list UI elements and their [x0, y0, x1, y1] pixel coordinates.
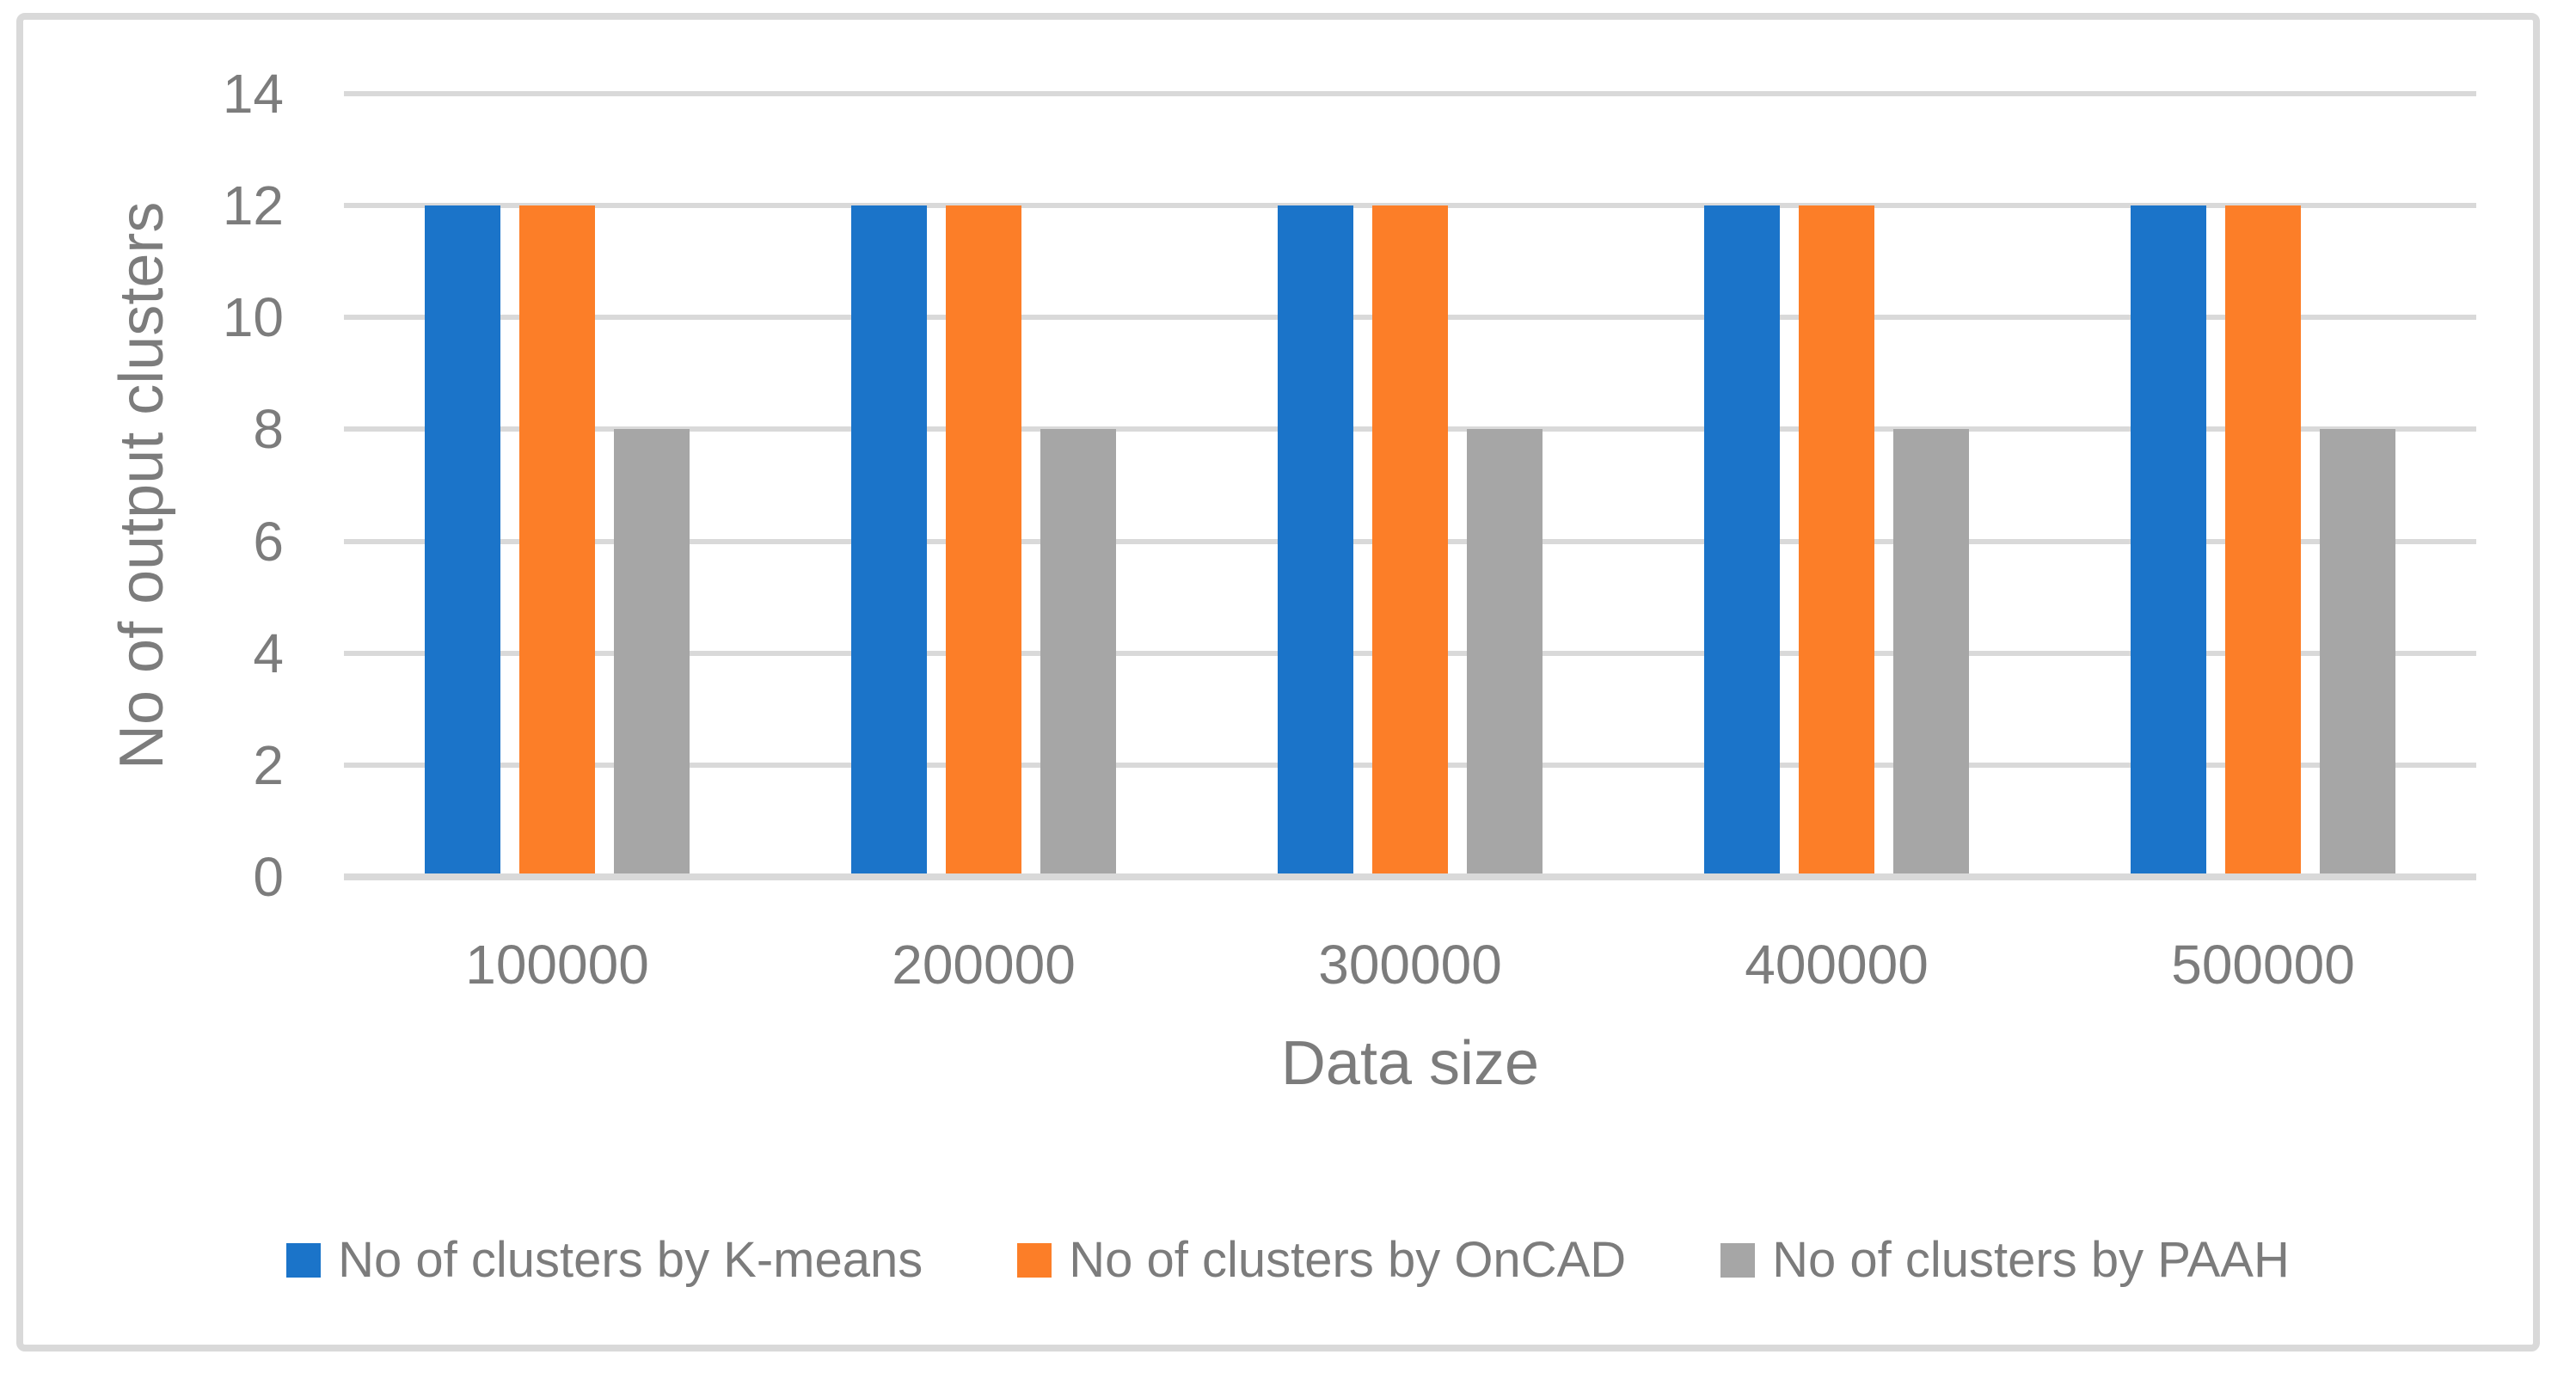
y-tick-label-2: 2 — [253, 734, 284, 796]
y-tick-label-0: 0 — [253, 846, 284, 908]
legend-label: No of clusters by OnCAD — [1069, 1232, 1627, 1288]
legend-item-1: No of clusters by K-means — [286, 1231, 923, 1289]
bar-series-2-cat-100000 — [519, 205, 595, 873]
bar-series-2-cat-300000 — [1372, 205, 1448, 873]
y-tick-label-8: 8 — [253, 398, 284, 460]
bar-series-3-cat-400000 — [1893, 429, 1969, 873]
bar-series-3-cat-100000 — [614, 429, 690, 873]
bar-series-2-cat-500000 — [2225, 205, 2301, 873]
legend-swatch-icon — [1720, 1242, 1756, 1278]
legend-label: No of clusters by K-means — [338, 1232, 923, 1288]
x-axis-title: Data size — [1280, 1029, 1540, 1098]
legend-item-3: No of clusters by PAAH — [1720, 1231, 2290, 1289]
bar-series-3-cat-300000 — [1467, 429, 1543, 873]
bar-series-3-cat-500000 — [2320, 429, 2395, 873]
y-axis-title: No of output clusters — [107, 201, 176, 769]
gridline-y-0 — [344, 873, 2476, 880]
legend-swatch-icon — [1017, 1242, 1052, 1278]
x-tick-label-200000: 200000 — [892, 934, 1076, 996]
bar-series-3-cat-200000 — [1040, 429, 1116, 873]
y-tick-label-10: 10 — [222, 286, 284, 348]
x-tick-label-500000: 500000 — [2171, 934, 2355, 996]
y-tick-label-12: 12 — [222, 175, 284, 236]
x-tick-label-100000: 100000 — [465, 934, 649, 996]
y-tick-label-4: 4 — [253, 622, 284, 684]
bar-series-1-cat-500000 — [2131, 205, 2206, 873]
bar-series-1-cat-400000 — [1704, 205, 1780, 873]
bar-series-2-cat-400000 — [1799, 205, 1874, 873]
chart-frame — [16, 13, 2540, 1351]
y-tick-label-14: 14 — [222, 63, 284, 125]
bar-series-1-cat-300000 — [1278, 205, 1353, 873]
legend-item-2: No of clusters by OnCAD — [1017, 1231, 1626, 1289]
bar-series-1-cat-100000 — [425, 205, 500, 873]
bar-series-2-cat-200000 — [946, 205, 1021, 873]
legend-swatch-icon — [286, 1242, 322, 1278]
gridline-y-14 — [344, 91, 2476, 96]
legend-label: No of clusters by PAAH — [1772, 1232, 2290, 1288]
y-tick-label-6: 6 — [253, 511, 284, 573]
x-tick-label-300000: 300000 — [1318, 934, 1502, 996]
x-tick-label-400000: 400000 — [1745, 934, 1929, 996]
legend: No of clusters by K-means No of clusters … — [34, 1231, 2542, 1289]
bar-series-1-cat-200000 — [851, 205, 927, 873]
